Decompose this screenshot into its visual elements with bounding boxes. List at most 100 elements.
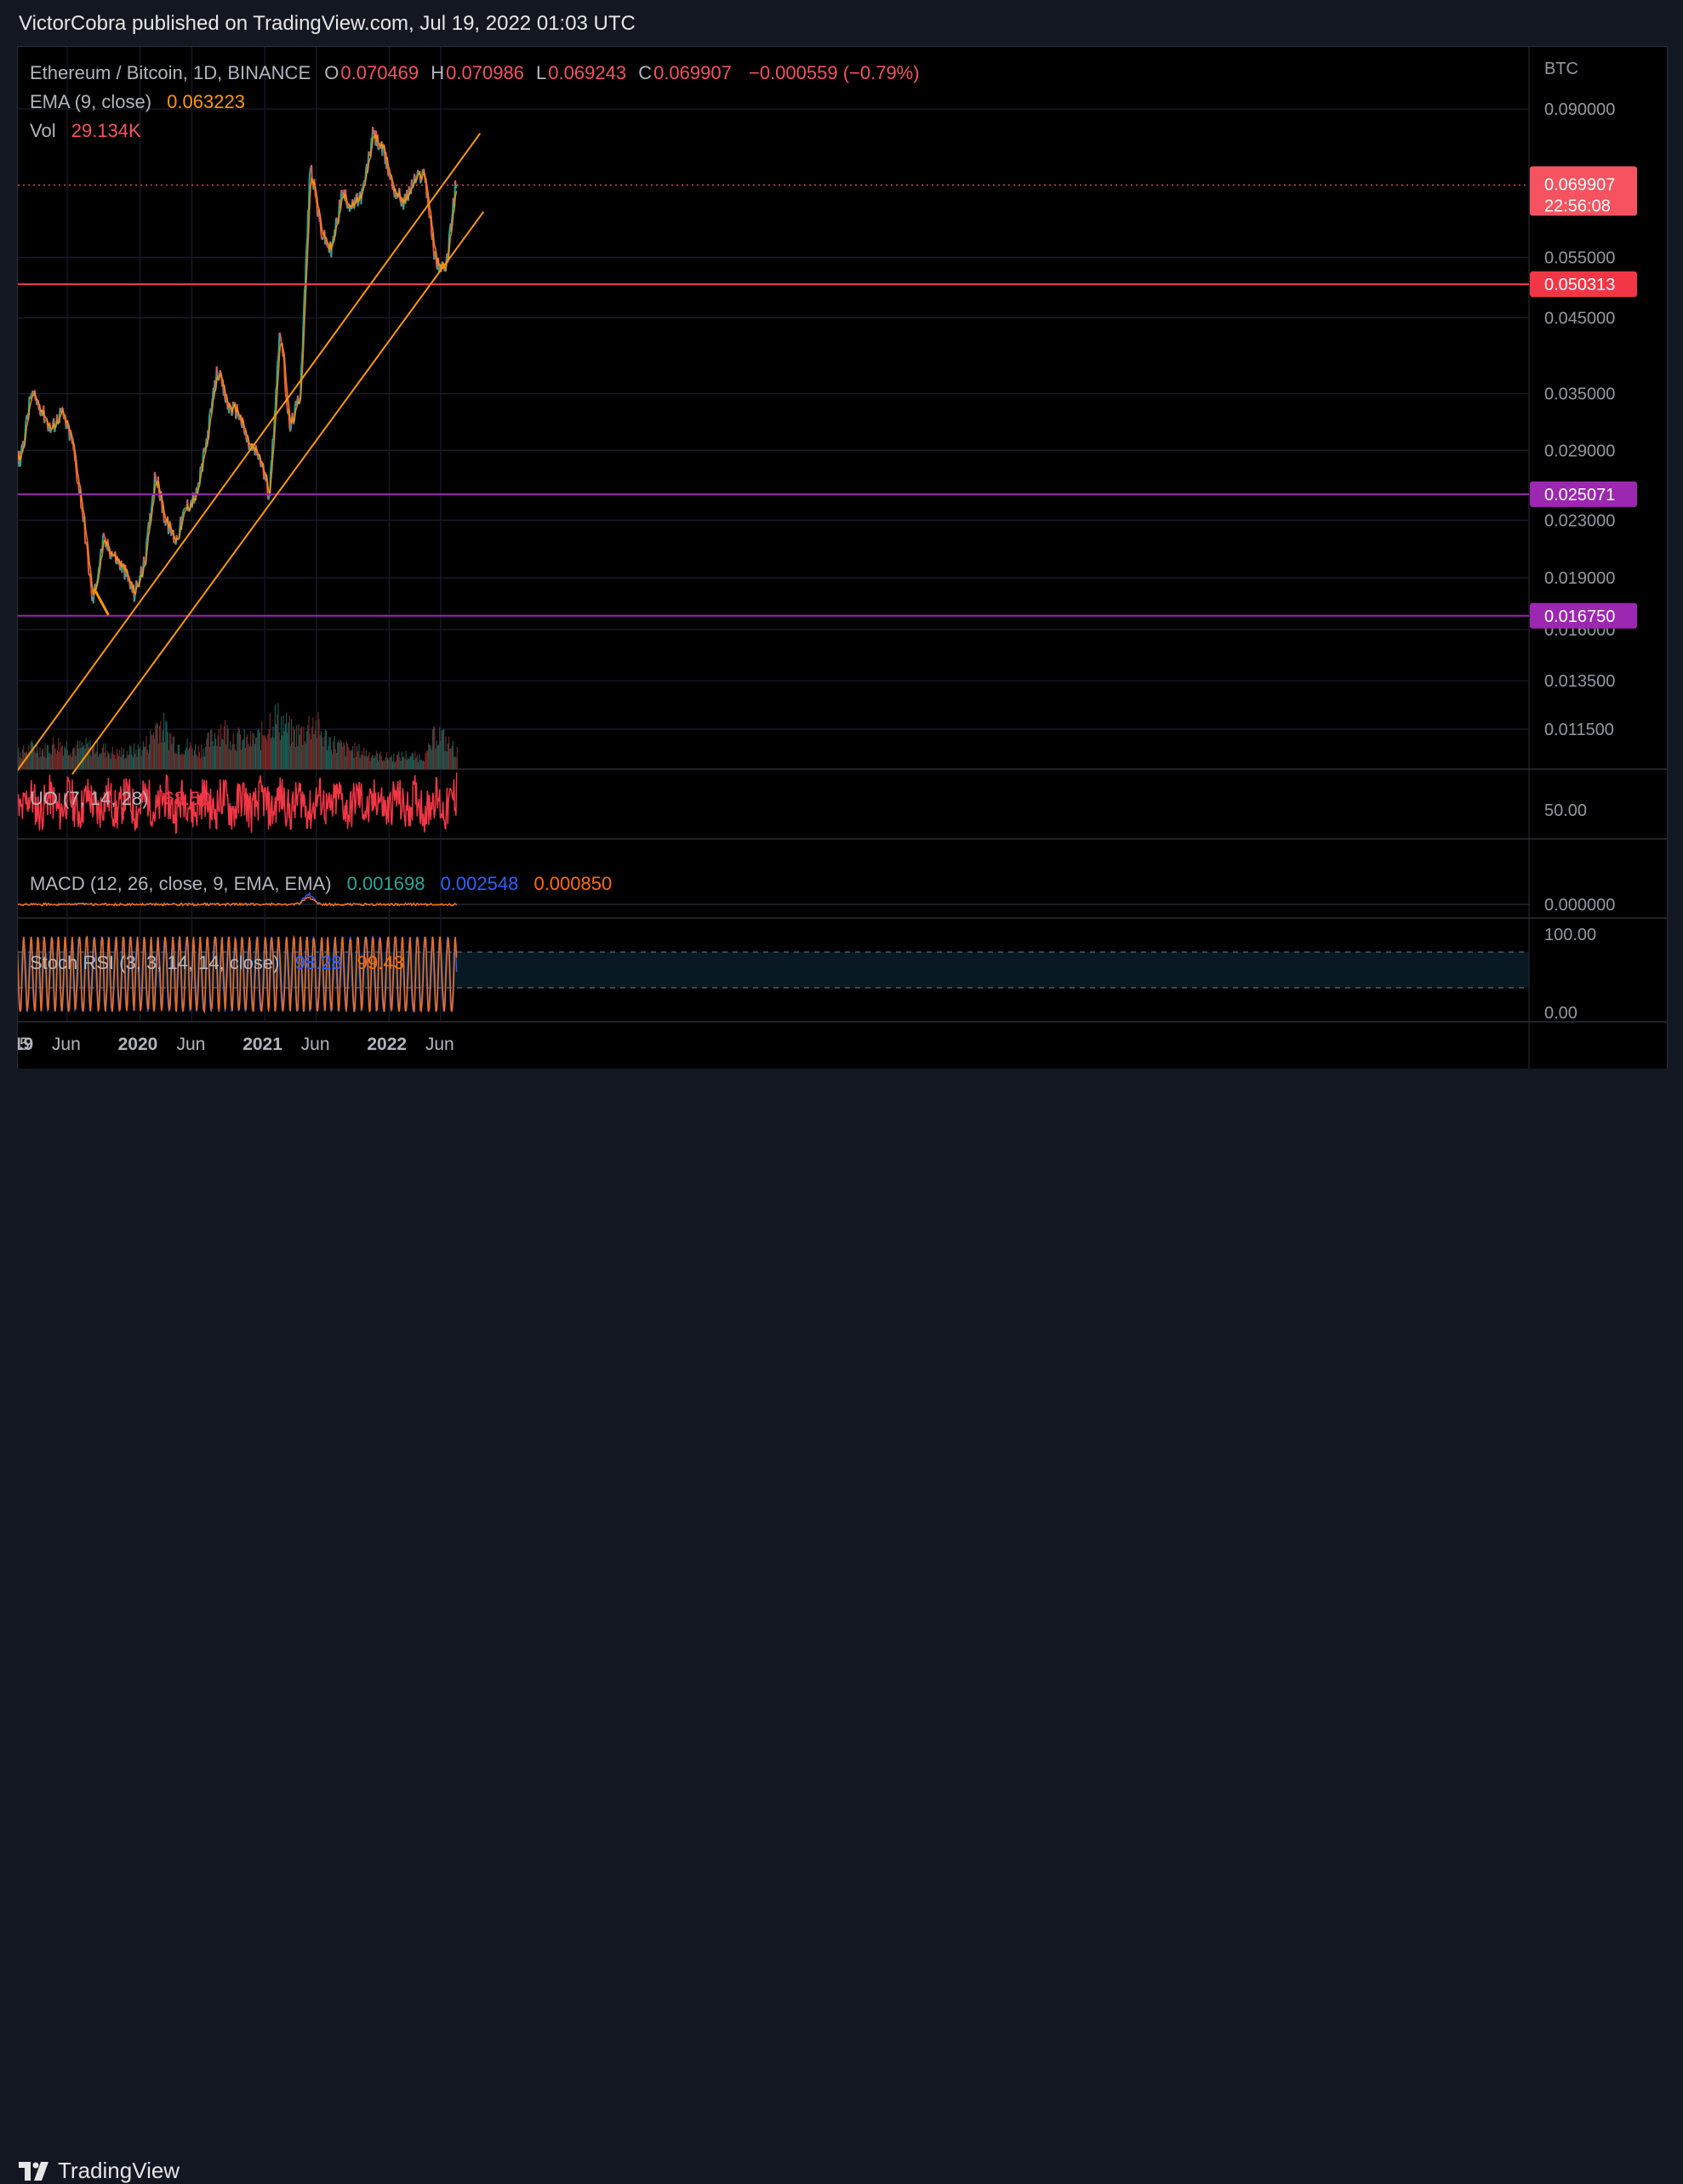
volume-bar — [290, 746, 291, 769]
volume-bar — [115, 759, 116, 769]
stoch-k-value: 98.28 — [295, 952, 342, 973]
footer-bar: TradingView — [0, 1069, 1683, 1128]
volume-bar — [267, 733, 268, 769]
volume-bar — [168, 750, 169, 769]
volume-bar — [449, 749, 450, 769]
price-segment — [290, 428, 291, 432]
price-segment — [54, 429, 55, 431]
volume-bar — [120, 757, 121, 769]
volume-bar — [305, 744, 306, 769]
volume-bar — [408, 759, 409, 769]
price-segment — [248, 449, 249, 450]
price-segment — [130, 584, 131, 590]
ema-line — [18, 134, 457, 595]
volume-bar — [407, 760, 408, 769]
volume-bar — [385, 757, 386, 769]
volume-bar — [318, 719, 319, 769]
volume-bar — [355, 743, 356, 769]
legend-ema-label[interactable]: EMA (9, close) — [30, 91, 151, 112]
legend-open: 0.070469 — [340, 62, 419, 83]
volume-bar — [416, 757, 417, 769]
volume-bar — [321, 731, 322, 769]
volume-bar — [125, 758, 126, 769]
time-axis-label: 2019 — [18, 1035, 33, 1054]
volume-bar — [238, 727, 239, 769]
volume-bar — [221, 738, 222, 769]
volume-bar — [148, 753, 149, 769]
price-grid — [18, 109, 1529, 729]
countdown-label: 22:56:08 — [1544, 197, 1611, 216]
legend-vol-label[interactable]: Vol — [30, 120, 56, 141]
volume-bar — [156, 722, 157, 769]
price-tick-label: 0.055000 — [1544, 248, 1615, 267]
volume-bar — [372, 756, 373, 769]
volume-bar — [357, 751, 358, 769]
price-segment — [429, 208, 430, 218]
volume-bar — [176, 754, 177, 769]
price-segment — [280, 334, 281, 338]
volume-bar — [196, 755, 197, 769]
volume-bar — [274, 738, 275, 769]
volume-bar — [163, 713, 164, 769]
volume-bar — [270, 713, 271, 769]
level-badge-label: 0.025071 — [1544, 486, 1615, 505]
chart-svg[interactable]: 0.0900000.0550000.0450000.0350000.029000… — [18, 47, 1667, 1069]
price-segment — [306, 246, 307, 259]
volume-bar — [140, 756, 141, 769]
volume-bar — [166, 721, 167, 769]
price-segment — [209, 412, 210, 417]
stoch-label[interactable]: Stoch RSI (3, 3, 14, 14, close) — [30, 952, 279, 973]
legend-high: 0.070986 — [446, 62, 524, 83]
price-segment — [183, 510, 184, 515]
volume-bar — [53, 737, 54, 769]
volume-bar — [249, 746, 250, 769]
volume-bar — [286, 713, 287, 769]
volume-bar — [409, 756, 410, 769]
trend-line — [18, 134, 480, 774]
volume-bar — [89, 740, 90, 769]
volume-bar — [341, 742, 342, 769]
tradingview-logo[interactable]: TradingView — [19, 2158, 180, 2184]
volume-bar — [109, 754, 110, 769]
volume-bar — [382, 761, 383, 769]
volume-bar — [66, 741, 67, 769]
price-segment — [74, 450, 75, 451]
macd-label[interactable]: MACD (12, 26, close, 9, EMA, EMA) — [30, 873, 332, 894]
volume-bar — [353, 758, 354, 769]
volume-bar — [171, 744, 172, 769]
volume-bar — [198, 745, 199, 769]
legend-low: 0.069243 — [548, 62, 626, 83]
volume-bar — [396, 761, 397, 769]
volume-bar — [453, 741, 454, 769]
volume-bar — [386, 752, 387, 769]
volume-bar — [306, 731, 307, 769]
volume-bar — [42, 750, 43, 769]
price-segment — [104, 533, 105, 536]
volume-bar — [98, 757, 99, 769]
price-segment — [75, 461, 76, 462]
price-segment — [286, 392, 287, 397]
volume-bar — [203, 748, 204, 769]
price-segment — [217, 367, 218, 375]
volume-bar — [193, 756, 194, 769]
price-segment — [276, 386, 277, 390]
price-segment — [50, 431, 51, 432]
volume-bar — [452, 746, 453, 769]
price-segment — [342, 191, 343, 196]
legend-o-label: O — [324, 62, 339, 83]
volume-bar — [94, 754, 95, 769]
uo-label[interactable]: UO (7, 14, 28) — [30, 788, 148, 809]
legend-symbol[interactable]: Ethereum / Bitcoin, 1D, BINANCE — [30, 62, 311, 83]
volume-bar — [58, 738, 59, 769]
volume-bar — [387, 758, 388, 769]
price-segment — [310, 168, 311, 171]
price-segment — [304, 289, 305, 305]
volume-bar — [231, 744, 232, 769]
volume-bar — [322, 746, 323, 769]
volume-bar — [49, 753, 50, 769]
volume-bar — [356, 757, 357, 769]
volume-bar — [427, 751, 428, 769]
volume-bar — [331, 750, 332, 769]
price-segment — [285, 380, 286, 392]
